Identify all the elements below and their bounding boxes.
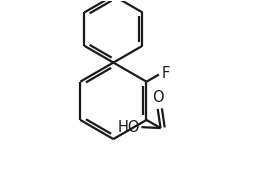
Text: O: O bbox=[152, 90, 164, 105]
Text: F: F bbox=[161, 66, 170, 81]
Text: HO: HO bbox=[117, 120, 140, 135]
